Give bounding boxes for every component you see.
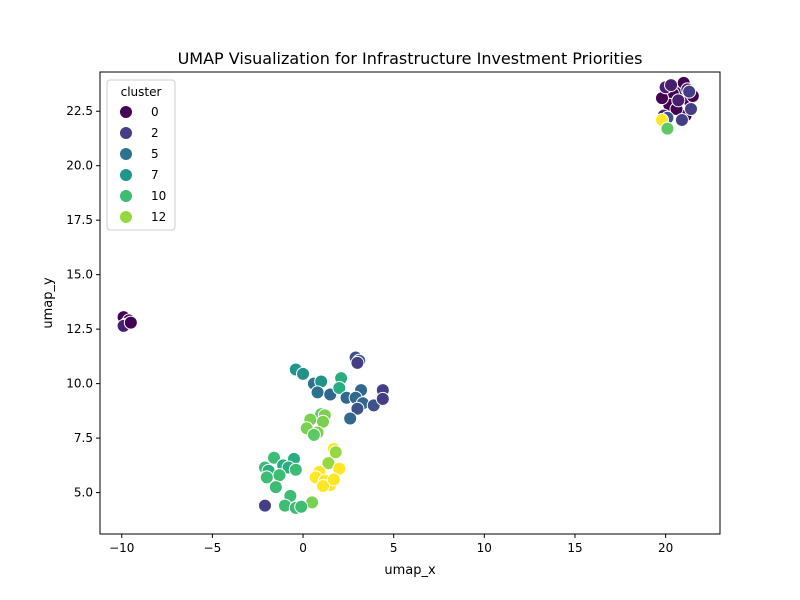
- legend-label: 7: [151, 168, 159, 182]
- data-point: [328, 445, 343, 460]
- data-point: [268, 480, 283, 495]
- data-point: [306, 427, 321, 442]
- data-point: [664, 78, 679, 93]
- y-tick-label: 12.5: [66, 322, 93, 336]
- y-tick-label: 5.0: [74, 486, 93, 500]
- data-point: [682, 84, 697, 99]
- data-point: [326, 472, 341, 487]
- y-axis-label: umap_y: [41, 277, 56, 329]
- x-tick-label: 15: [567, 541, 582, 555]
- legend-marker: [119, 168, 133, 182]
- x-tick-label: 5: [390, 541, 398, 555]
- legend-marker: [119, 210, 133, 224]
- legend-label: 5: [151, 147, 159, 161]
- legend-title: cluster: [121, 85, 162, 99]
- y-axis-ticks: 5.0 7.5 10.0 12.5 15.0 17.5 20.0 22.5: [66, 104, 100, 500]
- legend-entries: 0 2 5 7 10 12: [119, 105, 166, 224]
- legend: cluster 0 2 5 7 10 12: [106, 79, 176, 231]
- data-point: [257, 498, 272, 513]
- x-tick-label: 0: [299, 541, 307, 555]
- y-tick-label: 15.0: [66, 268, 93, 282]
- data-point: [259, 470, 274, 485]
- data-point: [296, 366, 311, 381]
- x-tick-label: 10: [477, 541, 492, 555]
- points-layer: [116, 75, 700, 515]
- legend-label: 0: [151, 105, 159, 119]
- data-point: [272, 468, 287, 483]
- data-point: [310, 385, 325, 400]
- data-point: [350, 401, 365, 416]
- x-axis-label: umap_x: [384, 563, 436, 578]
- x-tick-label: −5: [204, 541, 222, 555]
- data-point: [123, 315, 138, 330]
- data-point: [671, 93, 686, 108]
- data-point: [288, 462, 303, 477]
- x-axis-ticks: −10 −5 0 5 10 15 20: [109, 534, 673, 555]
- data-point: [294, 499, 309, 514]
- y-tick-label: 7.5: [74, 431, 93, 445]
- legend-label: 2: [151, 126, 159, 140]
- y-tick-label: 20.0: [66, 159, 93, 173]
- data-point: [674, 112, 689, 127]
- data-point: [332, 380, 347, 395]
- legend-marker: [119, 126, 133, 140]
- data-point: [350, 355, 365, 370]
- data-point: [315, 479, 330, 494]
- x-tick-label: 20: [658, 541, 673, 555]
- x-tick-label: −10: [109, 541, 134, 555]
- legend-box: [106, 79, 176, 231]
- plot-frame: [99, 71, 721, 535]
- data-point: [683, 102, 698, 117]
- y-tick-label: 22.5: [66, 104, 93, 118]
- legend-label: 12: [151, 210, 166, 224]
- data-point: [267, 450, 282, 465]
- legend-marker: [119, 189, 133, 203]
- data-point: [375, 391, 390, 406]
- legend-label: 10: [151, 189, 166, 203]
- chart-title: UMAP Visualization for Infrastructure In…: [178, 49, 643, 68]
- legend-marker: [119, 105, 133, 119]
- data-point: [343, 411, 358, 426]
- data-point: [660, 121, 675, 136]
- y-tick-label: 10.0: [66, 377, 93, 391]
- y-tick-label: 17.5: [66, 213, 93, 227]
- legend-marker: [119, 147, 133, 161]
